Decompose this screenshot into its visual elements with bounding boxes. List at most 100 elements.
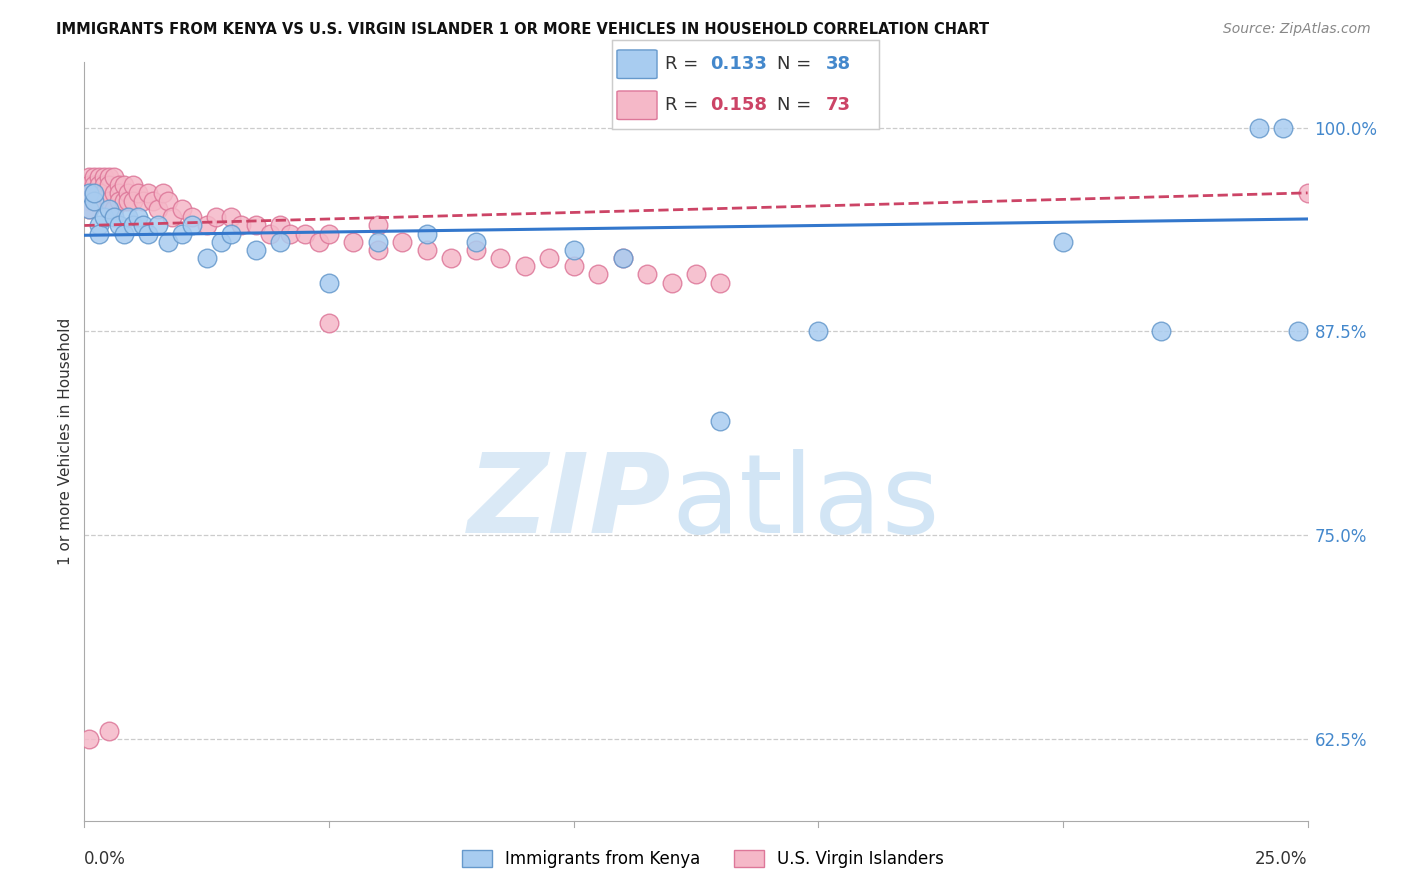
Point [117,186,139,200]
Point [318,316,340,330]
Point [122,194,145,208]
Point [83,186,105,200]
Text: ZIP: ZIP [468,449,672,556]
Point [77,186,100,200]
Point [562,259,585,273]
Text: 0.133: 0.133 [710,55,768,73]
Point [97,178,120,192]
Point [245,243,267,257]
Point [93,186,115,200]
Text: N =: N = [778,55,817,73]
Point [156,194,179,208]
Point [97,202,120,217]
Point [83,186,105,200]
Text: atlas: atlas [672,449,941,556]
Point [107,186,129,200]
Text: Source: ZipAtlas.com: Source: ZipAtlas.com [1223,22,1371,37]
Point [127,186,149,200]
Point [83,194,105,208]
Point [709,276,731,290]
Point [807,325,830,339]
Point [107,219,129,233]
Point [77,178,100,192]
FancyBboxPatch shape [617,50,657,78]
Text: R =: R = [665,96,704,114]
Point [172,227,194,241]
Point [219,227,242,241]
Point [112,194,135,208]
Point [308,235,330,249]
Point [107,178,129,192]
Point [103,186,125,200]
Point [107,194,129,208]
Point [562,243,585,257]
Point [112,178,135,192]
Point [136,186,159,200]
Text: 25.0%: 25.0% [1256,850,1308,868]
Point [464,235,486,249]
Point [195,219,218,233]
Point [416,243,439,257]
Point [513,259,536,273]
Point [156,235,179,249]
Text: R =: R = [665,55,704,73]
Point [1150,325,1173,339]
Point [636,268,658,282]
Point [162,211,184,225]
Point [87,169,110,184]
Point [489,251,512,265]
Point [391,235,413,249]
Point [77,202,100,217]
Legend: Immigrants from Kenya, U.S. Virgin Islanders: Immigrants from Kenya, U.S. Virgin Islan… [456,843,950,875]
Point [205,211,228,225]
Point [1286,325,1309,339]
FancyBboxPatch shape [617,91,657,120]
Point [112,227,135,241]
Point [1052,235,1074,249]
Point [93,178,115,192]
Point [209,235,232,249]
Point [117,194,139,208]
Point [181,211,204,225]
Point [709,414,731,428]
Point [146,219,169,233]
Point [87,186,110,200]
Point [152,186,174,200]
Text: 0.158: 0.158 [710,96,768,114]
Point [132,219,155,233]
Point [269,235,291,249]
Point [93,211,115,225]
Point [93,169,115,184]
Point [103,211,125,225]
Point [219,211,242,225]
Point [245,219,267,233]
Point [83,178,105,192]
Point [612,251,634,265]
Point [146,202,169,217]
Point [122,219,145,233]
Point [136,227,159,241]
Point [259,227,281,241]
Point [77,186,100,200]
Text: IMMIGRANTS FROM KENYA VS U.S. VIRGIN ISLANDER 1 OR MORE VEHICLES IN HOUSEHOLD CO: IMMIGRANTS FROM KENYA VS U.S. VIRGIN ISL… [56,22,990,37]
Point [181,219,204,233]
Point [132,194,155,208]
Point [1272,120,1295,135]
Text: 38: 38 [825,55,851,73]
Point [1247,120,1270,135]
Point [122,178,145,192]
Point [612,251,634,265]
Point [97,194,120,208]
Text: N =: N = [778,96,817,114]
Point [367,235,389,249]
Point [103,169,125,184]
Point [103,202,125,217]
Point [318,227,340,241]
Text: 0.0%: 0.0% [84,850,127,868]
Point [142,194,165,208]
Text: 73: 73 [825,96,851,114]
Point [661,276,683,290]
Point [1296,186,1319,200]
Point [77,169,100,184]
Point [87,219,110,233]
